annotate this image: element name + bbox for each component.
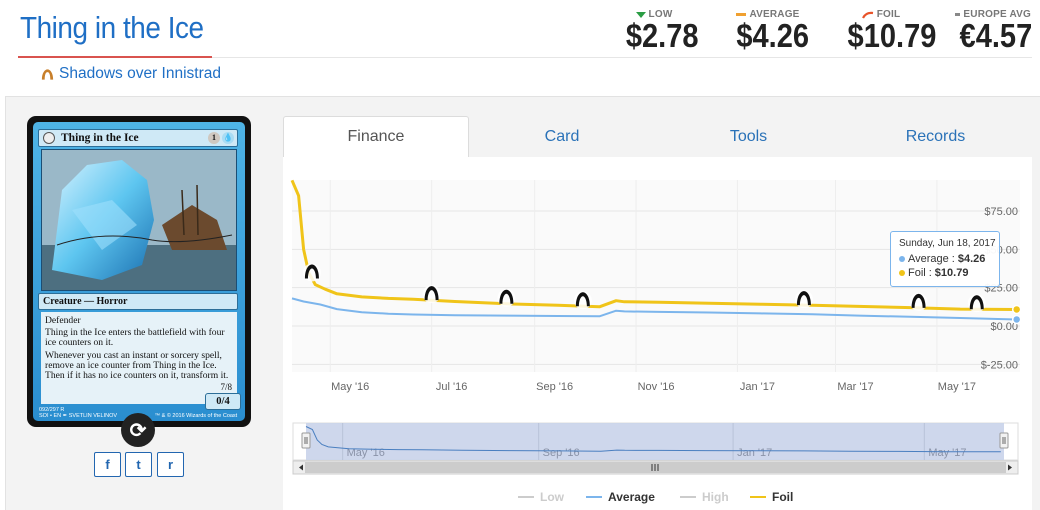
tab-tools[interactable]: Tools: [729, 127, 768, 145]
collector-number: 092/297 R: [39, 407, 65, 413]
legend-dot-icon: [899, 270, 905, 276]
tooltip-row-average: Average: $4.26: [899, 252, 991, 266]
facebook-icon: f: [105, 457, 110, 472]
price-low-label: LOW: [648, 9, 673, 20]
artist-line: SOI • EN ✒ SVETLIN VELINOV: [39, 413, 118, 419]
card-art: [41, 149, 237, 291]
card-name: Thing in the Ice: [61, 132, 139, 144]
legend-line-icon: [680, 496, 696, 498]
card-rules-text: Defender Thing in the Ice enters the bat…: [41, 312, 237, 404]
bar-icon: [955, 13, 961, 16]
price-europe: EUROPE AVG €4.57: [955, 9, 1033, 54]
price-foil-label: FOIL: [876, 9, 901, 20]
card-frame: Thing in the Ice 1 💧: [33, 122, 245, 421]
set-name: Shadows over Innistrad: [59, 65, 221, 82]
legend-line-icon: [750, 496, 766, 498]
tooltip-value: $10.79: [934, 267, 969, 279]
price-low: LOW $2.78: [622, 9, 699, 54]
legend-label: High: [702, 490, 729, 504]
share-twitter-button[interactable]: t: [125, 452, 152, 477]
tab-records[interactable]: Records: [905, 127, 966, 145]
flip-card-button[interactable]: ⟳: [121, 413, 155, 447]
tab-finance[interactable]: Finance: [283, 116, 469, 157]
legend-average[interactable]: Average: [586, 490, 655, 504]
tab-card[interactable]: Card: [544, 127, 580, 145]
transform-sun-icon: [43, 132, 55, 144]
price-foil-value: $10.79: [847, 17, 937, 54]
tooltip-value: $4.26: [957, 253, 986, 265]
bar-icon: [736, 13, 747, 16]
legend-low[interactable]: Low: [518, 490, 564, 504]
foil-swoosh-icon: [861, 11, 873, 19]
share-reddit-button[interactable]: r: [157, 452, 184, 477]
price-europe-label: EUROPE AVG: [963, 9, 1031, 20]
legend-label: Average: [608, 490, 655, 504]
chart-area: [283, 157, 1032, 510]
card-type-line: Creature — Horror: [38, 293, 238, 310]
card-image[interactable]: Thing in the Ice 1 💧: [27, 116, 251, 427]
price-average: AVERAGE $4.26: [732, 9, 810, 54]
copyright-line: ™ & © 2016 Wizards of the Coast: [154, 413, 238, 419]
tooltip-date: Sunday, Jun 18, 2017: [899, 238, 996, 249]
title-underline: [18, 56, 212, 58]
set-link[interactable]: Shadows over Innistrad: [40, 65, 221, 83]
power-toughness: 0/4: [205, 393, 241, 410]
price-europe-value: €4.57: [959, 17, 1033, 54]
rules-line: Defender: [45, 315, 81, 326]
legend-label: Foil: [772, 490, 794, 504]
chart-tooltip: Sunday, Jun 18, 2017 Average: $4.26 Foil…: [890, 231, 1000, 287]
twitter-icon: t: [136, 457, 141, 472]
share-facebook-button[interactable]: f: [94, 452, 121, 477]
rules-line: Whenever you cast an instant or sorcery …: [45, 349, 229, 382]
price-low-value: $2.78: [625, 17, 699, 54]
tooltip-label: Foil: [908, 267, 926, 279]
legend-dot-icon: [899, 256, 905, 262]
rules-line: Thing in the Ice enters the battlefield …: [45, 327, 225, 349]
legend-foil[interactable]: Foil: [750, 490, 793, 504]
tooltip-label: Average: [908, 253, 949, 265]
legend-line-icon: [518, 496, 534, 498]
price-average-value: $4.26: [736, 17, 810, 54]
generic-mana-icon: 1: [208, 132, 220, 144]
legend-label: Low: [540, 490, 564, 504]
rotate-icon: ⟳: [129, 419, 147, 442]
down-triangle-icon: [635, 11, 646, 18]
price-foil: FOIL $10.79: [843, 9, 937, 54]
card-footer: 092/297 R SOI • EN ✒ SVETLIN VELINOV ™ &…: [39, 407, 237, 419]
tab-bar: Finance Card Tools Records: [283, 116, 1030, 157]
innistrad-set-icon: [41, 69, 54, 80]
blue-mana-icon: 💧: [222, 132, 234, 144]
card-title: Thing in the Ice: [20, 10, 204, 45]
legend-high[interactable]: High: [680, 490, 729, 504]
tooltip-row-foil: Foil: $10.79: [899, 266, 991, 280]
transform-hint: 7/8: [220, 382, 232, 392]
mana-cost: 1 💧: [208, 132, 234, 144]
reddit-icon: r: [167, 457, 174, 472]
card-name-bar: Thing in the Ice 1 💧: [38, 129, 238, 147]
price-average-label: AVERAGE: [749, 9, 800, 20]
header-divider: [212, 57, 1032, 58]
legend-line-icon: [586, 496, 602, 498]
